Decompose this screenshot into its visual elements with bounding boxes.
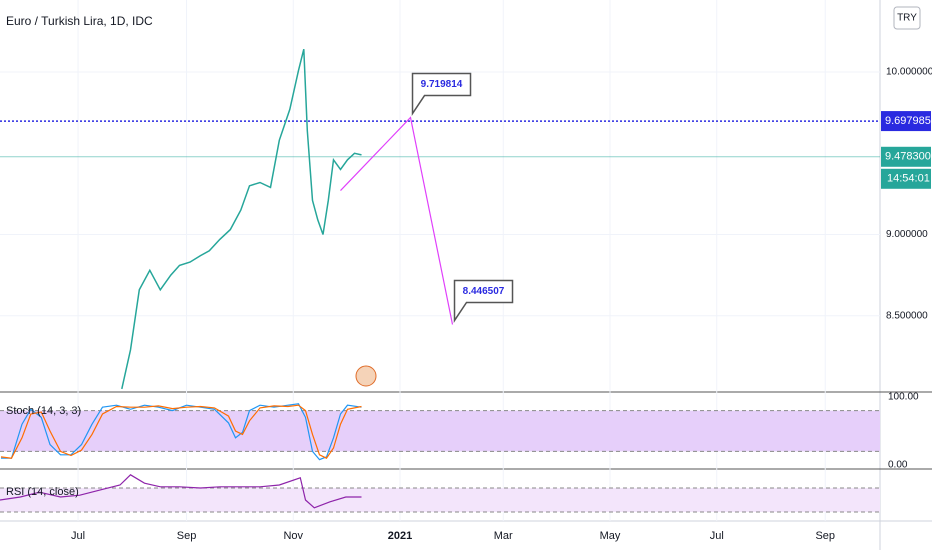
callout-label: 8.446507 bbox=[463, 286, 505, 297]
callout-label: 9.719814 bbox=[421, 79, 463, 90]
x-tick-label: Sep bbox=[177, 530, 197, 542]
price-level-box bbox=[881, 111, 931, 132]
y-tick-label: 0.00 bbox=[888, 460, 908, 471]
indicator-line bbox=[0, 404, 362, 459]
price-level-label: 9.478300 bbox=[885, 151, 931, 163]
price-line bbox=[121, 49, 362, 390]
x-tick-label: Nov bbox=[283, 530, 303, 542]
indicator-line bbox=[0, 474, 362, 509]
projection-line bbox=[340, 116, 454, 325]
x-tick-label: May bbox=[600, 530, 621, 542]
y-tick-label: 10.000000 bbox=[886, 67, 932, 78]
x-tick-label: Jul bbox=[710, 530, 724, 542]
callout-box bbox=[411, 72, 472, 117]
rsi-legend: RSI (14, close) bbox=[6, 486, 79, 498]
y-tick-label: 100.00 bbox=[888, 392, 919, 403]
chart-title: Euro / Turkish Lira, 1D, IDC bbox=[6, 14, 153, 28]
indicator-band bbox=[0, 488, 880, 512]
y-tick-label: 9.000000 bbox=[886, 229, 928, 240]
price-level-label: 9.697985 bbox=[885, 115, 931, 127]
x-tick-label: Jul bbox=[71, 530, 85, 542]
x-tick-label: 2021 bbox=[388, 530, 412, 542]
currency-button[interactable] bbox=[893, 6, 921, 30]
countdown-label: 14:54:01 bbox=[887, 173, 930, 185]
x-tick-label: Sep bbox=[815, 530, 835, 542]
y-tick-label: 8.500000 bbox=[886, 310, 928, 321]
currency-button-label[interactable]: TRY bbox=[897, 13, 917, 24]
price-level-box bbox=[881, 146, 931, 167]
indicator-line bbox=[1, 403, 362, 461]
callout-box bbox=[453, 279, 514, 323]
indicator-band bbox=[0, 410, 880, 452]
countdown-box bbox=[881, 168, 931, 189]
stoch-legend: Stoch (14, 3, 3) bbox=[6, 405, 81, 417]
logo bbox=[355, 365, 377, 387]
x-tick-label: Mar bbox=[494, 530, 513, 542]
